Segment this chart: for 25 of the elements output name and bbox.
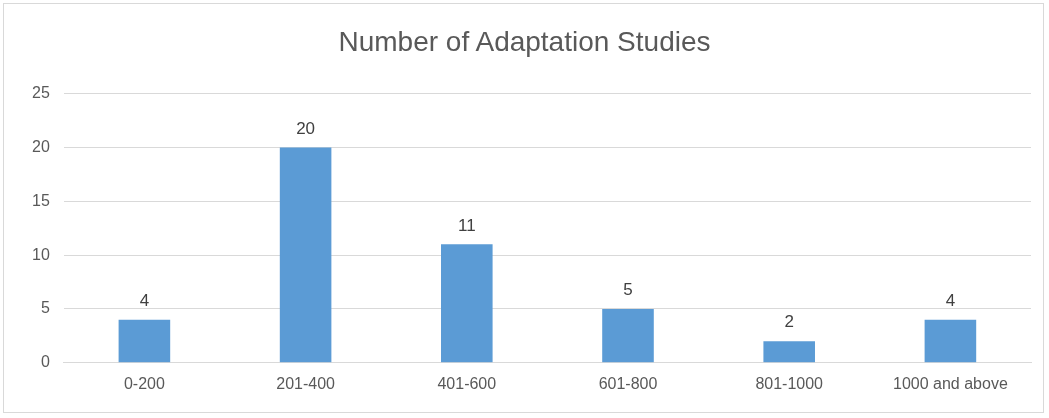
x-tick-label: 401-600	[437, 374, 497, 392]
data-label: 5	[623, 280, 633, 300]
data-label: 20	[296, 118, 316, 138]
bar	[763, 341, 815, 363]
data-label: 2	[784, 312, 794, 332]
bar	[279, 147, 332, 363]
bar	[924, 319, 977, 363]
x-tick-label: 801-1000	[755, 374, 824, 392]
bar	[441, 244, 493, 363]
x-tick-label: 201-400	[276, 374, 336, 392]
bar	[602, 308, 654, 363]
data-label: 11	[457, 215, 476, 235]
chart-title: Number of Adaptation Studies	[338, 25, 711, 57]
bar	[118, 319, 171, 363]
y-tick-label: 5	[40, 299, 50, 317]
x-tick-label: 0-200	[123, 374, 165, 392]
y-tick-label: 0	[40, 353, 50, 371]
y-tick-label: 15	[32, 191, 50, 209]
y-tick-label: 25	[32, 84, 50, 102]
x-tick-label: 1000 and above	[893, 374, 1008, 392]
y-tick-label: 20	[32, 137, 50, 155]
data-label: 4	[139, 290, 150, 310]
x-tick-label: 601-800	[598, 374, 658, 392]
y-tick-label: 10	[32, 245, 50, 263]
data-label: 4	[945, 290, 956, 310]
